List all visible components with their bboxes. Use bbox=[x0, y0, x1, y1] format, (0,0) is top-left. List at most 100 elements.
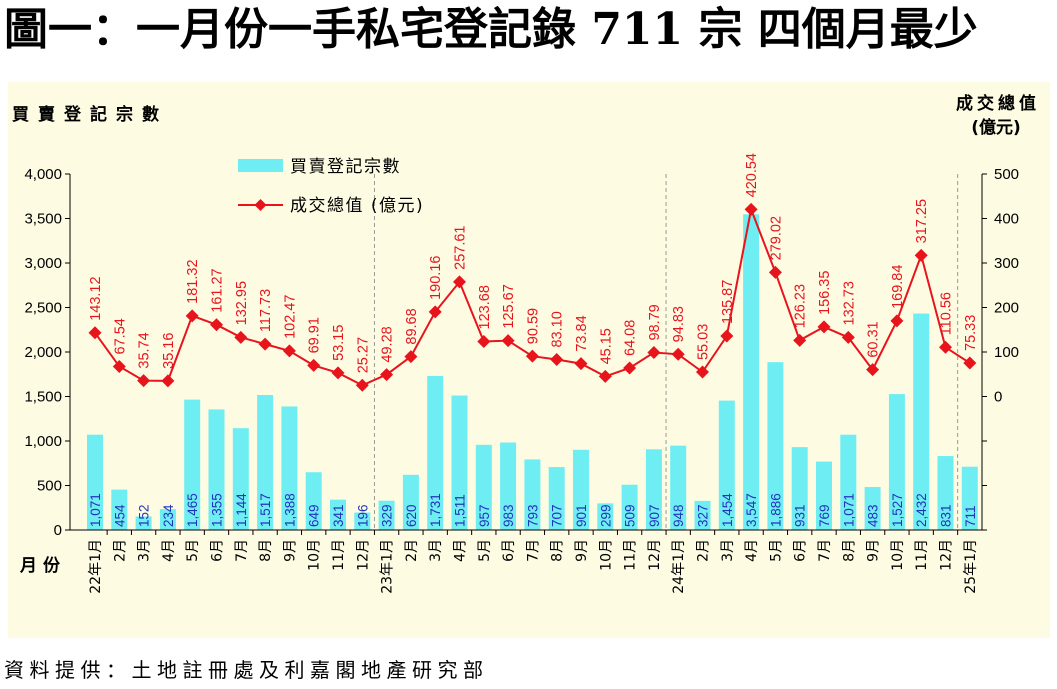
x-tick-label: 3月 bbox=[428, 539, 444, 562]
line-point bbox=[137, 374, 151, 388]
line-point-label: 64.08 bbox=[623, 320, 639, 356]
line-point-label: 75.33 bbox=[963, 315, 979, 351]
bar-label: 957 bbox=[477, 504, 492, 527]
x-tick-label: 8月 bbox=[550, 539, 566, 562]
line-point-label: 279.02 bbox=[768, 216, 784, 260]
line-point bbox=[525, 349, 539, 363]
bar bbox=[184, 399, 201, 530]
line-point bbox=[307, 358, 321, 372]
x-tick-label: 5月 bbox=[185, 539, 201, 562]
bar-label: 793 bbox=[525, 504, 540, 527]
bar-label: 234 bbox=[161, 504, 176, 527]
line-point-label: 73.84 bbox=[574, 315, 590, 351]
line-point-label: 257.61 bbox=[453, 226, 469, 270]
line-point-label: 117.73 bbox=[258, 289, 274, 332]
x-tick-label: 9月 bbox=[282, 539, 298, 562]
bar bbox=[281, 406, 298, 530]
line-point bbox=[258, 337, 272, 351]
y2-tick-label: 300 bbox=[994, 255, 1019, 272]
x-tick-label: 3月 bbox=[720, 539, 736, 562]
line-point-label: 25.27 bbox=[355, 337, 371, 373]
line-point bbox=[282, 344, 296, 358]
chart-title: 圖一：一月份一手私宅登記錄 711 宗 四個月最少 bbox=[4, 4, 978, 55]
line-point-label: 190.16 bbox=[428, 256, 444, 300]
bar-label: 1,144 bbox=[234, 493, 249, 527]
x-tick-label: 24年1月 bbox=[671, 539, 687, 594]
legend-bar-swatch bbox=[238, 159, 283, 172]
x-tick-label: 6月 bbox=[501, 539, 517, 562]
bar-label: 1,527 bbox=[890, 493, 905, 527]
bar bbox=[573, 449, 589, 530]
bar bbox=[864, 487, 881, 530]
bar bbox=[87, 434, 103, 530]
bar-label: 1,454 bbox=[720, 493, 735, 527]
line-point bbox=[112, 359, 126, 373]
bar bbox=[670, 445, 687, 530]
bar-label: 907 bbox=[647, 504, 662, 527]
bar bbox=[402, 474, 419, 530]
line-point-label: 123.68 bbox=[477, 285, 493, 329]
bar-label: 327 bbox=[696, 504, 711, 527]
bar bbox=[378, 500, 395, 530]
bar bbox=[500, 442, 517, 530]
x-axis-title: 月份 bbox=[19, 555, 66, 576]
line-point-label: 98.79 bbox=[647, 304, 663, 340]
line-point-label: 60.31 bbox=[866, 321, 882, 357]
bar-label: 329 bbox=[380, 504, 395, 527]
bar-label: 509 bbox=[623, 504, 638, 527]
x-tick-label: 11月 bbox=[623, 539, 639, 571]
x-tick-label: 12月 bbox=[355, 539, 371, 571]
bar bbox=[767, 362, 784, 530]
x-tick-label: 4月 bbox=[161, 539, 177, 562]
line-point-label: 126.23 bbox=[793, 284, 809, 328]
y2-axis-title: 成交總值 bbox=[956, 93, 1040, 114]
line-point bbox=[720, 329, 734, 343]
y-axis-title: 買賣登記宗數 bbox=[12, 104, 168, 125]
bar-label: 620 bbox=[404, 504, 419, 527]
bar-label: 948 bbox=[671, 504, 686, 527]
bar bbox=[791, 447, 808, 530]
bar bbox=[937, 456, 954, 530]
x-tick-label: 9月 bbox=[866, 539, 882, 562]
x-tick-label: 2月 bbox=[696, 539, 712, 562]
x-tick-label: 12月 bbox=[939, 539, 955, 571]
line-point-label: 135.87 bbox=[720, 280, 736, 324]
line-point bbox=[355, 378, 369, 392]
x-tick-label: 8月 bbox=[258, 539, 274, 562]
legend-line-marker bbox=[254, 199, 267, 211]
bar bbox=[961, 466, 978, 530]
line-point bbox=[696, 365, 709, 379]
y2-tick-label: 200 bbox=[994, 300, 1019, 317]
y2-tick-label: 0 bbox=[994, 389, 1002, 406]
legend-bar-label: 買賣登記宗數 bbox=[290, 157, 401, 177]
bar bbox=[475, 444, 492, 530]
bar-label: 711 bbox=[963, 505, 978, 527]
bar bbox=[888, 394, 905, 530]
bar bbox=[208, 409, 225, 530]
x-tick-label: 10月 bbox=[307, 539, 323, 571]
line-point-label: 125.67 bbox=[501, 284, 517, 328]
line-point bbox=[453, 275, 466, 289]
line-point-label: 143.12 bbox=[88, 276, 104, 320]
x-tick-label: 22年1月 bbox=[88, 539, 104, 594]
line-point bbox=[841, 330, 855, 344]
line-point bbox=[817, 320, 831, 334]
line-point-label: 90.59 bbox=[525, 308, 541, 344]
line-point-label: 132.95 bbox=[234, 281, 250, 325]
bar-label: 707 bbox=[550, 504, 565, 527]
bar-label: 649 bbox=[307, 504, 322, 527]
line-point-label: 420.54 bbox=[744, 153, 760, 197]
x-tick-label: 4月 bbox=[453, 539, 469, 562]
bar-label: 152 bbox=[137, 504, 152, 527]
bar bbox=[257, 394, 274, 530]
line-point-label: 317.25 bbox=[914, 199, 930, 243]
line-point bbox=[88, 326, 102, 340]
line-point bbox=[380, 368, 394, 382]
x-tick-label: 25年1月 bbox=[963, 539, 979, 594]
bar bbox=[840, 434, 857, 530]
x-tick-label: 6月 bbox=[210, 539, 226, 562]
line-point-label: 94.83 bbox=[671, 306, 687, 342]
line-point bbox=[939, 340, 952, 354]
line-point-label: 181.32 bbox=[185, 259, 201, 303]
